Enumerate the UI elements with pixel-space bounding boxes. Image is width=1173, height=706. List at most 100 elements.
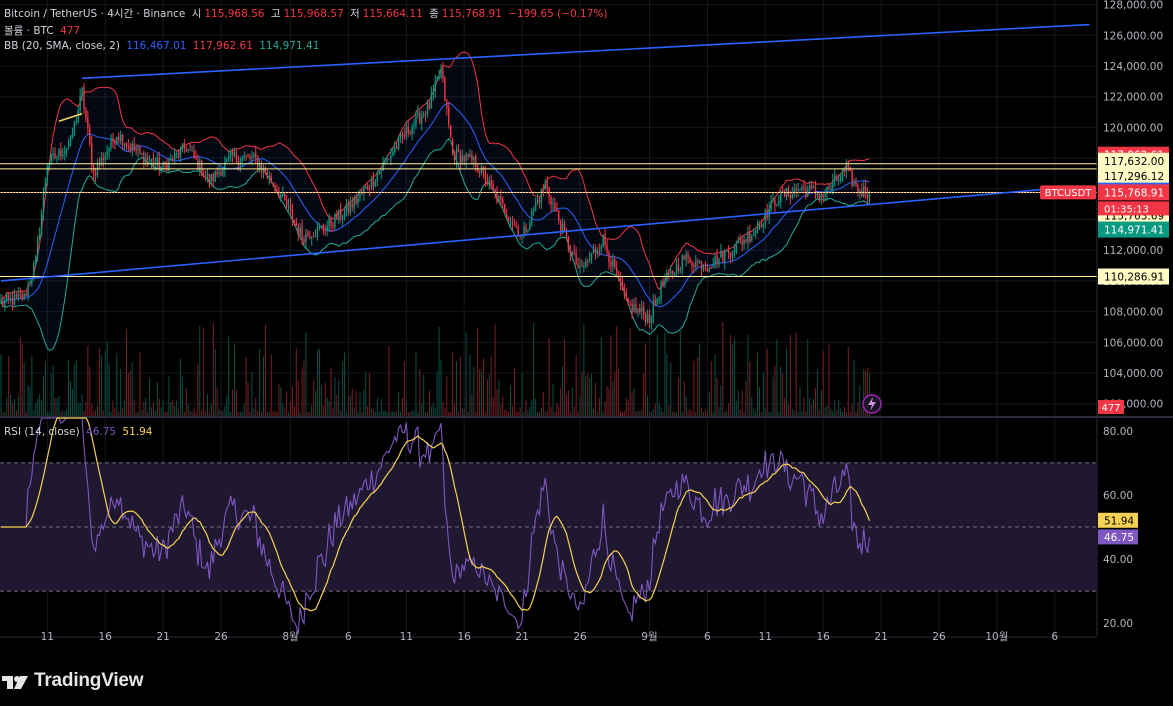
volume-bar xyxy=(349,396,351,416)
volume-bar xyxy=(687,411,689,416)
candle-body xyxy=(31,277,33,283)
candle-body xyxy=(515,225,518,228)
candle-body xyxy=(677,264,680,272)
volume-bar xyxy=(552,383,554,416)
candle-body xyxy=(629,303,631,305)
candle-body xyxy=(448,107,450,125)
candle-body xyxy=(614,259,616,268)
volume-bar xyxy=(297,380,299,416)
volume-bar xyxy=(222,411,224,416)
candle-body xyxy=(334,214,336,228)
rsi-tick-label: 40.00 xyxy=(1103,554,1133,566)
candle-body xyxy=(641,307,643,312)
candle-body xyxy=(282,192,284,196)
candle-body xyxy=(245,155,247,157)
candle-body xyxy=(822,193,824,198)
candle-body xyxy=(525,226,527,233)
price-label-text: 110,286.91 xyxy=(1104,272,1164,284)
volume-bar xyxy=(797,411,799,416)
volume-bar xyxy=(537,411,539,416)
volume-legend[interactable]: 볼륨 · BTC 477 xyxy=(4,24,83,38)
volume-bar xyxy=(542,391,544,416)
volume-bars xyxy=(0,322,870,416)
candle-body xyxy=(631,304,633,313)
volume-bar xyxy=(730,334,732,416)
volume-bar xyxy=(288,411,290,416)
volume-bar xyxy=(641,409,643,416)
volume-bar xyxy=(643,373,645,416)
volume-bar xyxy=(172,399,174,416)
volume-bar xyxy=(608,388,610,416)
volume-bar xyxy=(621,412,623,416)
candle-body xyxy=(507,217,510,222)
candle-body xyxy=(671,270,674,275)
candle-body xyxy=(561,223,564,233)
candle-body xyxy=(189,150,191,151)
volume-bar xyxy=(811,404,813,416)
candle-body xyxy=(62,154,64,157)
candle-body xyxy=(727,249,730,253)
candle-body xyxy=(612,259,614,267)
volume-bar xyxy=(276,411,278,416)
volume-bar xyxy=(486,379,488,416)
rsi-legend[interactable]: RSI (14, close) 46.75 51.94 xyxy=(4,425,155,439)
candle-body xyxy=(421,115,423,124)
candle-body xyxy=(467,155,469,157)
volume-bar xyxy=(841,411,843,416)
volume-bar xyxy=(168,376,170,416)
candle-body xyxy=(689,257,691,264)
volume-last-box xyxy=(1098,400,1124,414)
candle-body xyxy=(145,157,147,164)
volume-bar xyxy=(400,411,402,416)
volume-bar xyxy=(849,411,851,416)
volume-bar xyxy=(481,371,483,416)
candle-body xyxy=(509,222,512,224)
candle-body xyxy=(405,126,407,137)
volume-bar xyxy=(114,408,116,416)
volume-bar xyxy=(241,411,243,416)
volume-bar xyxy=(593,409,595,416)
volume-bar xyxy=(199,325,201,416)
candle-body xyxy=(710,268,712,270)
volume-bar xyxy=(326,397,328,416)
volume-bar xyxy=(610,335,612,416)
bollinger-legend[interactable]: BB (20, SMA, close, 2) 116,467.01 117,96… xyxy=(4,39,322,53)
candle-body xyxy=(235,152,238,160)
candle-body xyxy=(749,232,751,242)
volume-bar xyxy=(637,410,639,416)
time-tick-label: 9월 xyxy=(641,631,657,643)
volume-bar xyxy=(635,411,637,416)
volume-bar xyxy=(757,352,759,416)
candle-body xyxy=(807,189,809,196)
candle-body xyxy=(137,148,139,151)
bb-label: BB (20, SMA, close, 2) xyxy=(4,40,120,52)
price-label-box xyxy=(1098,152,1169,169)
candle-body xyxy=(249,157,251,160)
tradingview-logo[interactable]: TradingView xyxy=(0,668,144,694)
volume-bar xyxy=(174,405,176,416)
volume-bar xyxy=(828,344,830,416)
candle-body xyxy=(687,254,689,258)
candle-body xyxy=(428,103,431,109)
candle-body xyxy=(754,230,757,235)
volume-bar xyxy=(695,411,697,416)
volume-bar xyxy=(656,334,658,416)
candle-body xyxy=(737,239,739,243)
volume-bar xyxy=(745,380,747,416)
candle-body xyxy=(602,234,604,247)
candle-body xyxy=(500,196,502,200)
volume-bar xyxy=(12,403,14,416)
candle-body xyxy=(776,204,778,206)
volume-bar xyxy=(249,411,251,416)
candle-body xyxy=(587,260,589,261)
bb-fill xyxy=(1,51,870,351)
volume-bar xyxy=(340,411,342,416)
candle-body xyxy=(92,164,95,173)
candle-body xyxy=(475,156,477,167)
symbol-title[interactable]: Bitcoin / TetherUS · 4시간 · Binance xyxy=(4,8,186,20)
volume-bar xyxy=(50,373,52,416)
volume-bar xyxy=(324,382,326,416)
candle-body xyxy=(228,156,230,159)
